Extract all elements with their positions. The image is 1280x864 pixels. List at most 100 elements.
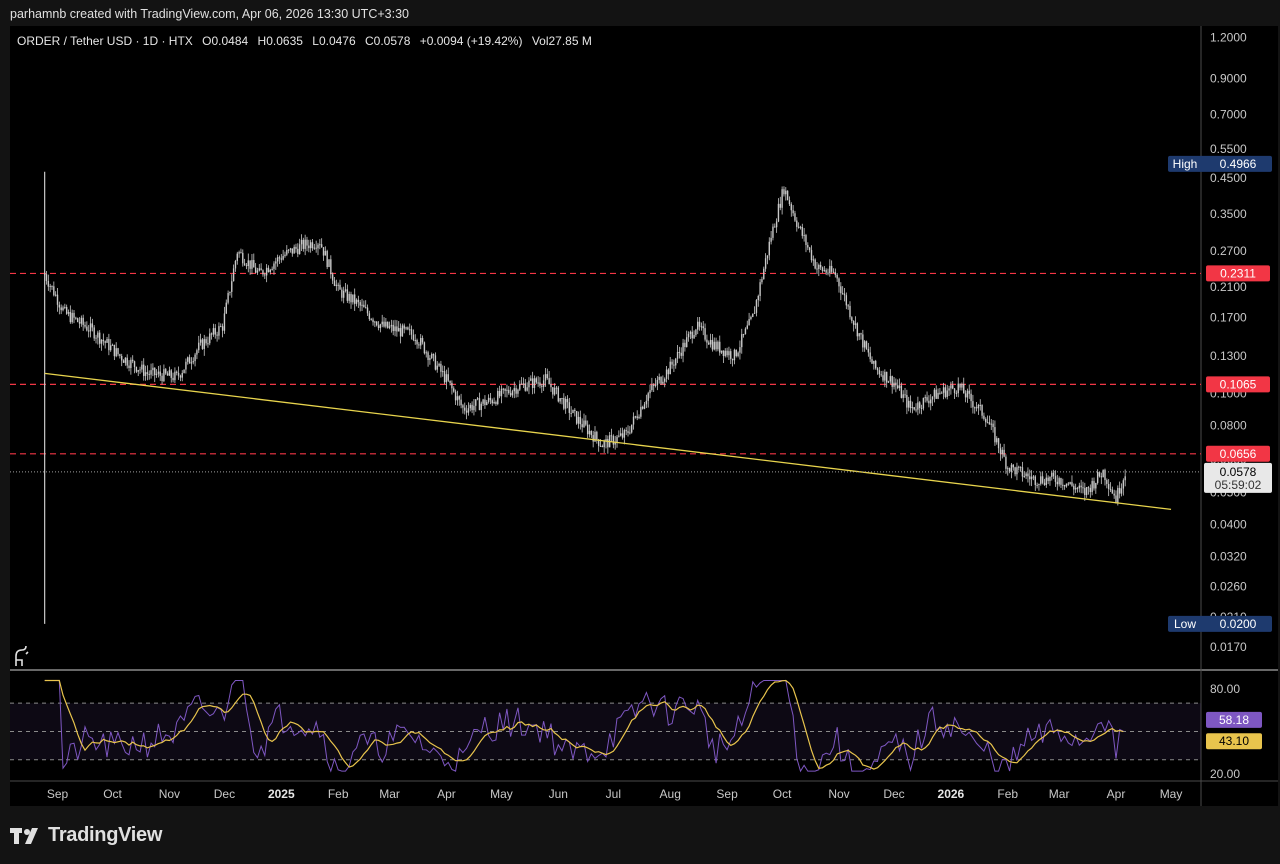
candle-body [629,432,631,434]
candle-body [819,264,822,268]
candle-body [884,371,886,381]
price-tick-label: 0.0400 [1210,518,1247,532]
candle-body [350,294,352,303]
candle-body [1073,485,1075,490]
chart-canvas[interactable]: 1.2000 0.9000 0.7000 0.5500 0.4500 0.3500 0.27… [10,26,1278,806]
level-price-badge [1206,445,1270,462]
candle-body [374,321,376,323]
candle-body [144,372,147,376]
legend-high: H0.0635 [257,34,303,48]
candle-body [1060,478,1062,485]
candle-body [53,286,55,296]
candle-body [242,252,244,264]
candle-body [80,317,83,324]
candle-body [948,388,950,391]
candle-body [196,350,198,355]
candle-body [205,339,207,344]
candle-body [937,392,939,399]
candle-body [482,399,484,404]
candle-body [220,326,222,328]
candle-body [456,396,459,401]
candle-body [152,367,154,371]
candle-body [841,293,844,295]
candle-body [111,344,114,346]
candle-body [139,369,141,371]
candle-body [69,312,72,323]
candle-body [605,438,607,442]
candle-body [728,351,730,356]
candle-body [95,337,97,339]
time-tick-label: Aug [660,787,681,801]
candle-body [67,312,70,314]
price-tick-label: 0.2700 [1210,244,1247,258]
candle-body [209,333,211,344]
time-tick-label: 2025 [268,787,295,801]
candle-body [625,430,627,432]
candle-body [935,389,937,399]
candle-body [953,388,956,393]
candle-body [896,385,899,389]
candle-body [306,239,308,246]
candle-body [990,423,992,425]
candle-body [451,382,453,389]
candle-body [1096,472,1099,483]
candle-body [1014,467,1016,475]
chart-frame[interactable]: 1.2000 0.9000 0.7000 0.5500 0.4500 0.3500 0.27… [10,26,1278,806]
candle-body [559,398,561,402]
candle-body [898,385,901,389]
candle-body [500,388,503,397]
candle-body [56,294,59,305]
drawing-tool-icon[interactable] [15,645,29,666]
candle-body [592,435,594,442]
candle-body [768,241,770,256]
candle-body [471,404,473,411]
candle-body [1076,487,1079,489]
candle-body [823,270,826,272]
candle-body [387,321,389,328]
candle-body [660,376,662,384]
candle-body [388,326,391,328]
legend-symbol: ORDER / Tether USD · 1D · HTX [17,34,193,48]
candle-body [816,268,818,270]
candle-body [309,242,312,249]
candle-body [519,383,521,390]
low-marker-value: 0.0200 [1220,617,1257,631]
candle-body [746,325,748,329]
candle-body [772,226,774,238]
candle-body [308,245,310,249]
candle-body [544,374,547,381]
candle-body [583,420,585,428]
candle-body [687,333,690,338]
candle-body [542,380,545,387]
candle-body [141,364,143,370]
candle-body [755,300,758,313]
candle-body [970,393,972,402]
candle-body [201,339,204,349]
candle-body [634,416,637,418]
candle-body [830,265,833,272]
candle-body [983,415,985,419]
candle-body [275,261,277,264]
candle-body [931,396,934,400]
candle-body [1117,487,1119,503]
candle-body [97,332,99,338]
candle-body [926,397,928,401]
low-marker-badge [1168,615,1272,632]
support-trendline[interactable] [44,372,1172,511]
time-tick-label: Mar [1049,787,1070,801]
candle-body [1106,480,1108,484]
candle-body [748,319,750,326]
price-tick-label: 0.2100 [1210,280,1247,294]
candle-body [403,325,405,329]
candle-body [524,383,526,391]
candle-body [709,339,712,345]
candle-body [291,248,294,254]
candle-body [385,321,387,327]
tradingview-wordmark: TradingView [48,824,163,846]
candle-body [460,399,462,406]
candle-body [225,302,227,314]
candle-body [548,378,550,385]
candle-body [730,351,732,359]
candle-body [245,265,248,267]
high-marker-label: High [1173,157,1198,171]
